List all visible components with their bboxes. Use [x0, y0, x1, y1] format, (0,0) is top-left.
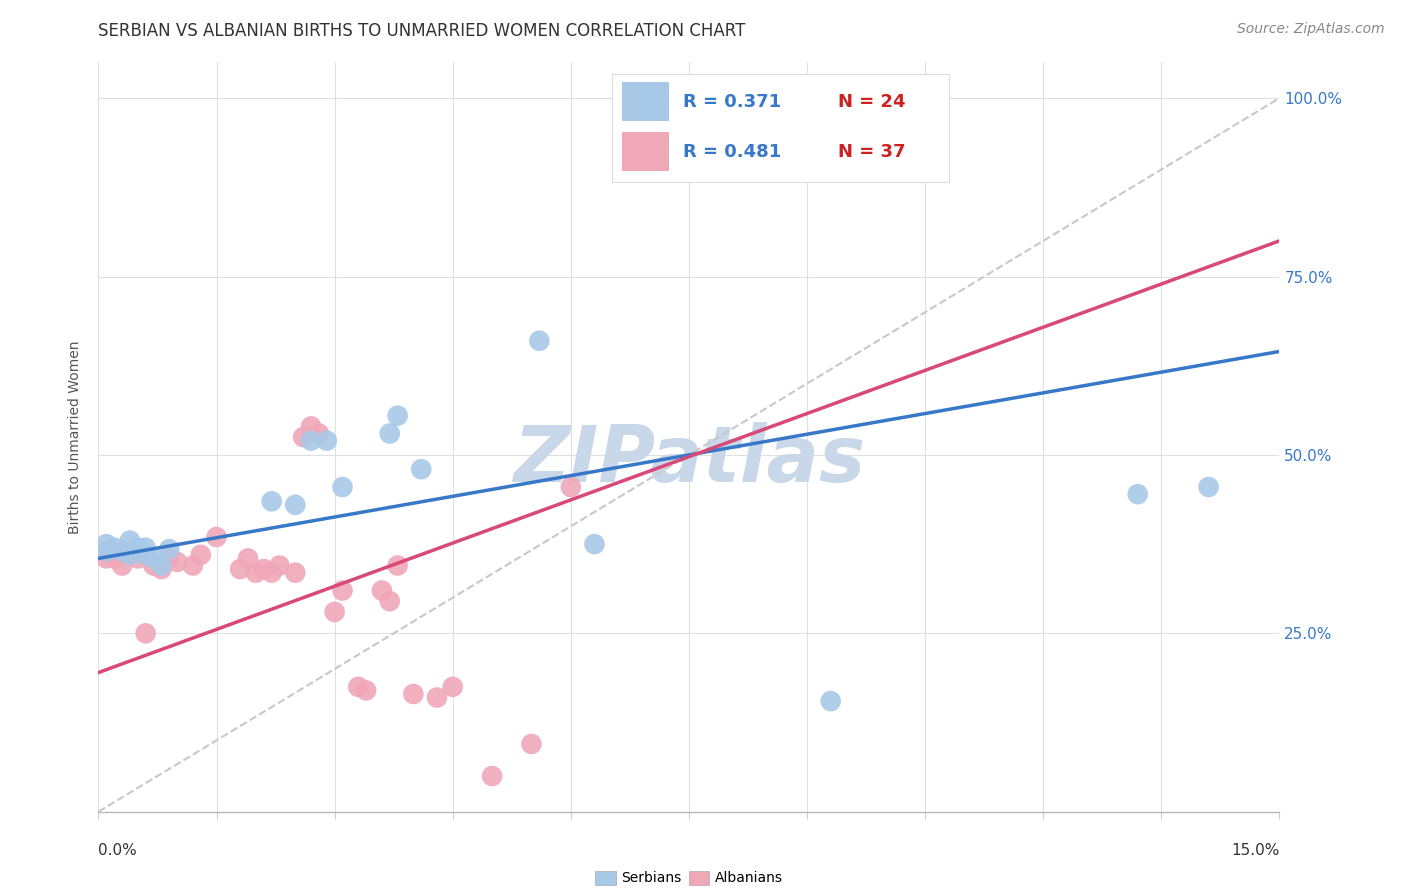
Point — [236, 551, 259, 566]
Point — [347, 680, 370, 694]
Point — [135, 626, 157, 640]
Point — [181, 558, 204, 573]
Point — [245, 566, 267, 580]
Point — [166, 555, 188, 569]
Point — [387, 558, 409, 573]
Point — [190, 548, 212, 562]
Point — [127, 541, 149, 555]
Point — [150, 562, 173, 576]
Point — [118, 533, 141, 548]
Point — [529, 334, 551, 348]
Point — [127, 551, 149, 566]
Point — [284, 498, 307, 512]
Point — [103, 551, 125, 566]
Point — [142, 551, 165, 566]
Point — [205, 530, 228, 544]
Point — [411, 462, 433, 476]
Point — [354, 683, 377, 698]
Point — [371, 583, 394, 598]
Point — [299, 419, 322, 434]
Point — [820, 694, 842, 708]
Point — [118, 548, 141, 562]
Point — [96, 544, 118, 558]
Y-axis label: Births to Unmarried Women: Births to Unmarried Women — [69, 341, 83, 533]
Text: 15.0%: 15.0% — [1232, 843, 1279, 858]
Legend: Serbians, Albanians: Serbians, Albanians — [589, 865, 789, 891]
Text: ZIPatlas: ZIPatlas — [513, 422, 865, 498]
Point — [1126, 487, 1149, 501]
Point — [481, 769, 503, 783]
Point — [260, 494, 283, 508]
Point — [260, 566, 283, 580]
Point — [315, 434, 337, 448]
Point — [387, 409, 409, 423]
Point — [292, 430, 315, 444]
Point — [402, 687, 425, 701]
Text: SERBIAN VS ALBANIAN BIRTHS TO UNMARRIED WOMEN CORRELATION CHART: SERBIAN VS ALBANIAN BIRTHS TO UNMARRIED … — [98, 22, 745, 40]
Point — [96, 537, 118, 551]
Point — [284, 566, 307, 580]
Point — [229, 562, 252, 576]
Point — [378, 594, 401, 608]
Point — [378, 426, 401, 441]
Point — [96, 551, 118, 566]
Point — [835, 137, 858, 152]
Point — [135, 548, 157, 562]
Point — [135, 541, 157, 555]
Point — [299, 434, 322, 448]
Text: 0.0%: 0.0% — [98, 843, 138, 858]
Point — [103, 541, 125, 555]
Point — [1198, 480, 1220, 494]
Point — [150, 558, 173, 573]
Point — [332, 480, 354, 494]
Point — [441, 680, 464, 694]
Point — [157, 542, 180, 557]
Point — [560, 480, 582, 494]
Point — [111, 544, 134, 558]
Point — [269, 558, 291, 573]
Point — [308, 426, 330, 441]
Point — [323, 605, 346, 619]
Point — [157, 551, 180, 566]
Point — [520, 737, 543, 751]
Point — [118, 548, 141, 562]
Point — [111, 558, 134, 573]
Point — [332, 583, 354, 598]
Point — [583, 537, 606, 551]
Point — [253, 562, 276, 576]
Point — [142, 558, 165, 573]
Point — [426, 690, 449, 705]
Text: Source: ZipAtlas.com: Source: ZipAtlas.com — [1237, 22, 1385, 37]
